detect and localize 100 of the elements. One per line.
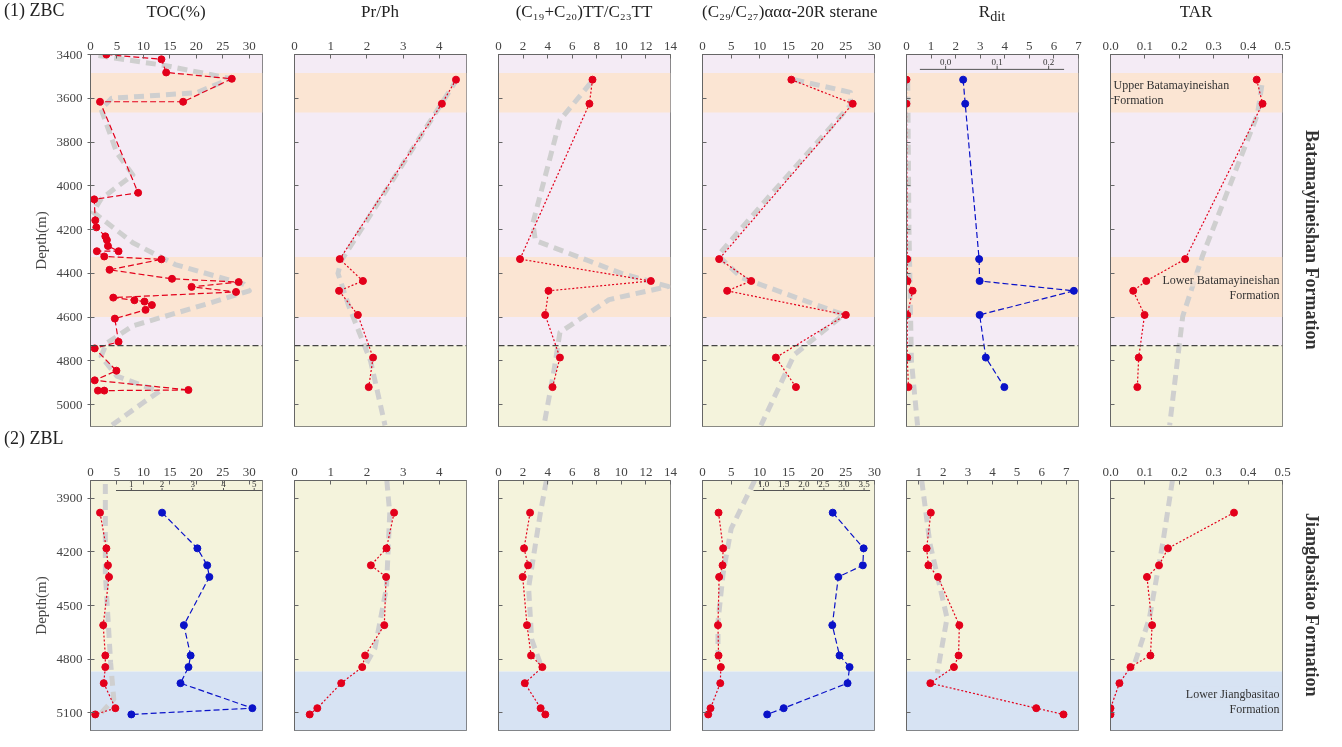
y-tick-label: 4800 [56, 651, 83, 667]
band-label: Lower Jiangbasitao Formation [1185, 686, 1280, 716]
text: (2) ZBL [4, 427, 64, 451]
x2-tick-label: 0.0 [940, 56, 952, 67]
x-tick-label: 0 [495, 37, 502, 53]
chart-title: R$_{dit}$ [977, 1, 1007, 27]
x2-tick-label: 3.5 [858, 479, 871, 490]
y-tick-label: 3600 [56, 90, 83, 106]
x-tick-label: 30 [868, 37, 881, 53]
x-tick-label: 0 [87, 37, 94, 53]
x2-tick-label: 3 [190, 479, 196, 490]
x-tick-label: 0.0 [1102, 37, 1119, 53]
x-tick-label: 4 [544, 463, 552, 479]
x-tick-label: 0.4 [1239, 37, 1257, 53]
x2-tick-label: 2.0 [798, 479, 810, 490]
x-tick-label: 0.2 [1171, 37, 1188, 53]
chart-title: (C₁₉+C₂₀)TT/C₂₃TT [514, 1, 654, 23]
x-tick-label: 1 [927, 37, 935, 53]
y-tick-label: 3900 [56, 490, 83, 506]
x-tick-label: 0 [291, 37, 298, 53]
x-tick-label: 10 [136, 463, 150, 479]
x-tick-label: 0 [903, 37, 910, 53]
y-tick-label: 4400 [56, 265, 83, 281]
x2-tick-label: 5 [251, 479, 257, 490]
x-tick-label: 1 [327, 463, 334, 479]
x-tick-label: 0.1 [1136, 37, 1154, 53]
x-tick-label: 14 [664, 37, 678, 53]
y-tick-label: 4500 [56, 597, 83, 613]
band-label: Upper Batamayineishan Formation [1113, 78, 1230, 108]
x-tick-label: 5 [1013, 463, 1021, 479]
x-tick-label: 0 [699, 463, 706, 479]
chart-title: TAR [1178, 1, 1214, 23]
x-tick-label: 2 [519, 463, 527, 479]
x-tick-label: 10 [753, 37, 767, 53]
x-tick-label: 4 [544, 37, 552, 53]
x-tick-label: 7 [1062, 463, 1070, 479]
x-tick-label: 0 [87, 463, 94, 479]
x-tick-label: 25 [216, 463, 230, 479]
y-axis-title: Depth(m) [32, 576, 50, 635]
y-tick-label: 4000 [56, 177, 83, 193]
x2-tick-label: 1 [129, 479, 134, 490]
band-label: Lower Batamayineishan Formation [1162, 272, 1280, 302]
x-tick-label: 25 [839, 463, 853, 479]
x-tick-label: 4 [436, 37, 444, 53]
x-tick-label: 5 [1026, 37, 1033, 53]
x-tick-label: 0.1 [1136, 463, 1154, 479]
x-tick-label: 0.3 [1205, 37, 1222, 53]
x-tick-label: 8 [593, 463, 601, 479]
y-tick-label: 4800 [56, 352, 83, 368]
y-tick-label: 5000 [56, 396, 83, 412]
x-tick-label: 2 [363, 463, 371, 479]
x-tick-label: 15 [782, 463, 795, 479]
y-tick-label: 5100 [56, 704, 83, 720]
x-tick-label: 0.2 [1171, 463, 1188, 479]
x-tick-label: 3 [964, 463, 972, 479]
x-tick-label: 1 [327, 37, 334, 53]
x2-tick-label: 1.0 [757, 479, 770, 490]
x-tick-label: 30 [242, 463, 256, 479]
text: (1) ZBC [4, 0, 65, 23]
x-tick-label: 20 [810, 37, 824, 53]
x-tick-label: 2 [952, 37, 959, 53]
x-tick-label: 5 [113, 37, 121, 53]
x-tick-label: 0.3 [1205, 463, 1222, 479]
chart-title: (C₂₉/C₂₇)ααα-20R sterane [702, 1, 878, 23]
x-tick-label: 20 [189, 463, 203, 479]
x-tick-label: 1 [915, 463, 923, 479]
x-tick-label: 0.4 [1239, 463, 1257, 479]
text: Jiangbasitao Formation [1300, 512, 1323, 699]
x-tick-label: 5 [113, 463, 121, 479]
x-tick-label: 15 [163, 463, 177, 479]
y-tick-label: 3400 [56, 46, 83, 62]
x-tick-label: 2 [519, 37, 527, 53]
y-tick-label: 4200 [56, 221, 83, 237]
x-tick-label: 15 [163, 37, 177, 53]
x-tick-label: 5 [727, 37, 735, 53]
x-tick-label: 3 [399, 463, 407, 479]
x-tick-label: 6 [568, 37, 576, 53]
y-axis-title: Depth(m) [32, 211, 50, 270]
x-tick-label: 8 [593, 37, 601, 53]
x-tick-label: 10 [753, 463, 767, 479]
y-tick-label: 3800 [56, 134, 83, 150]
x-tick-label: 0 [291, 463, 298, 479]
y-tick-label: 4200 [56, 543, 83, 559]
x-tick-label: 6 [568, 463, 576, 479]
x-tick-label: 20 [810, 463, 824, 479]
x-tick-label: 5 [727, 463, 735, 479]
x-tick-label: 6 [1038, 463, 1046, 479]
x-tick-label: 10 [136, 37, 150, 53]
x-tick-label: 30 [242, 37, 256, 53]
x-tick-label: 4 [436, 463, 444, 479]
x-tick-label: 15 [782, 37, 795, 53]
x2-tick-label: 2 [159, 479, 165, 490]
x-tick-label: 2 [363, 37, 371, 53]
x2-tick-label: 0.1 [991, 56, 1003, 67]
x-tick-label: 30 [868, 463, 881, 479]
x-tick-label: 25 [216, 37, 230, 53]
x-tick-label: 6 [1050, 37, 1058, 53]
x-tick-label: 0.0 [1102, 463, 1119, 479]
x-tick-label: 0.5 [1274, 37, 1291, 53]
x-tick-label: 7 [1075, 37, 1083, 53]
